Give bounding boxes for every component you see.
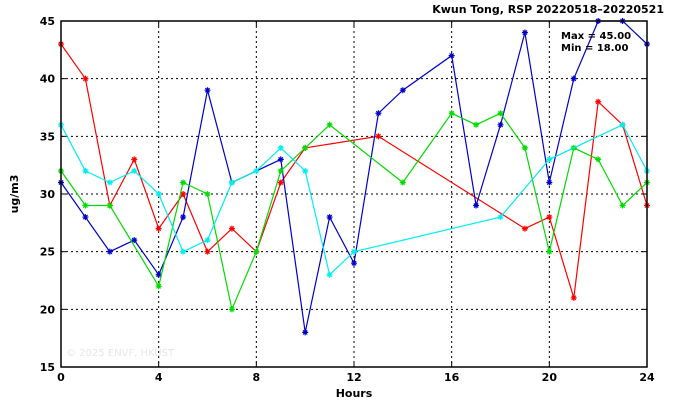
data-point xyxy=(546,179,553,186)
data-point xyxy=(497,110,504,117)
x-tick-label: 16 xyxy=(444,371,460,384)
data-point xyxy=(375,133,382,140)
data-point xyxy=(106,248,113,255)
y-tick-label: 20 xyxy=(40,303,56,316)
data-point xyxy=(302,144,309,151)
x-tick-label: 8 xyxy=(253,371,261,384)
data-point xyxy=(375,110,382,117)
y-axis-label: ug/m3 xyxy=(8,175,21,214)
data-point xyxy=(521,225,528,232)
y-tick-label: 15 xyxy=(40,361,55,374)
data-point xyxy=(204,191,211,197)
data-point xyxy=(82,75,89,82)
x-tick-label: 0 xyxy=(57,371,65,384)
data-point xyxy=(228,306,235,313)
data-point xyxy=(277,144,284,151)
x-tick-label: 20 xyxy=(542,371,558,384)
grid-lines xyxy=(61,21,647,367)
data-point xyxy=(326,214,333,221)
data-point xyxy=(473,121,480,128)
min-label: Min = 18.00 xyxy=(561,43,629,54)
data-point xyxy=(521,29,528,36)
y-tick-label: 30 xyxy=(40,188,56,201)
data-point xyxy=(570,294,577,301)
data-point xyxy=(497,214,504,221)
data-point xyxy=(131,237,138,244)
data-point xyxy=(82,214,89,221)
data-point xyxy=(253,248,260,255)
series-3 xyxy=(58,110,650,313)
data-point xyxy=(619,121,626,128)
data-point xyxy=(155,225,162,232)
data-point xyxy=(619,202,626,209)
data-point xyxy=(351,260,357,267)
data-point xyxy=(546,214,553,221)
data-point xyxy=(399,87,406,94)
watermark: © 2025 ENVF, HKUST xyxy=(66,348,175,359)
data-point xyxy=(155,283,162,290)
y-tick-label: 25 xyxy=(40,246,55,259)
data-point xyxy=(302,167,309,174)
data-point xyxy=(570,75,577,82)
data-point xyxy=(277,156,284,163)
data-point xyxy=(204,237,211,244)
data-point xyxy=(106,179,113,186)
data-point xyxy=(448,110,455,117)
data-point xyxy=(228,225,235,232)
data-point xyxy=(473,202,480,209)
data-point xyxy=(82,202,89,209)
data-point xyxy=(546,248,553,255)
data-point xyxy=(180,191,187,197)
data-point xyxy=(277,179,284,186)
data-point xyxy=(204,87,211,94)
data-point xyxy=(180,248,187,255)
max-label: Max = 45.00 xyxy=(561,31,631,42)
data-point xyxy=(106,202,113,209)
data-point xyxy=(131,167,138,174)
series-layer xyxy=(58,18,650,336)
data-point xyxy=(180,214,187,221)
data-point xyxy=(180,179,187,186)
y-tick-label: 45 xyxy=(40,15,55,28)
y-tick-label: 40 xyxy=(40,73,56,86)
data-point xyxy=(82,167,89,174)
data-point xyxy=(155,191,162,197)
data-point xyxy=(155,271,162,278)
series-1-line xyxy=(60,43,648,298)
data-point xyxy=(351,248,357,255)
data-point xyxy=(497,121,504,128)
data-point xyxy=(521,144,528,151)
data-point xyxy=(204,248,211,255)
data-point xyxy=(448,52,455,59)
data-point xyxy=(131,156,138,163)
y-tick-label: 35 xyxy=(40,130,55,143)
data-point xyxy=(326,271,333,278)
x-tick-label: 4 xyxy=(155,371,163,384)
axis-ticks: 0 4 8 12 16 20 24 15 20 25 30 35 40 45 xyxy=(40,15,655,384)
x-tick-label: 24 xyxy=(639,371,655,384)
data-point xyxy=(595,98,602,105)
data-point xyxy=(326,121,333,128)
chart-title: Kwun Tong, RSP 20220518–20220521 xyxy=(432,3,664,16)
x-tick-label: 12 xyxy=(346,371,361,384)
data-point xyxy=(546,156,553,163)
data-point xyxy=(228,179,235,186)
data-point xyxy=(253,167,260,174)
data-point xyxy=(399,179,406,186)
data-point xyxy=(277,167,284,174)
x-axis-label: Hours xyxy=(336,387,373,400)
data-point xyxy=(302,329,309,336)
data-point xyxy=(595,156,602,163)
series-2 xyxy=(58,18,650,336)
